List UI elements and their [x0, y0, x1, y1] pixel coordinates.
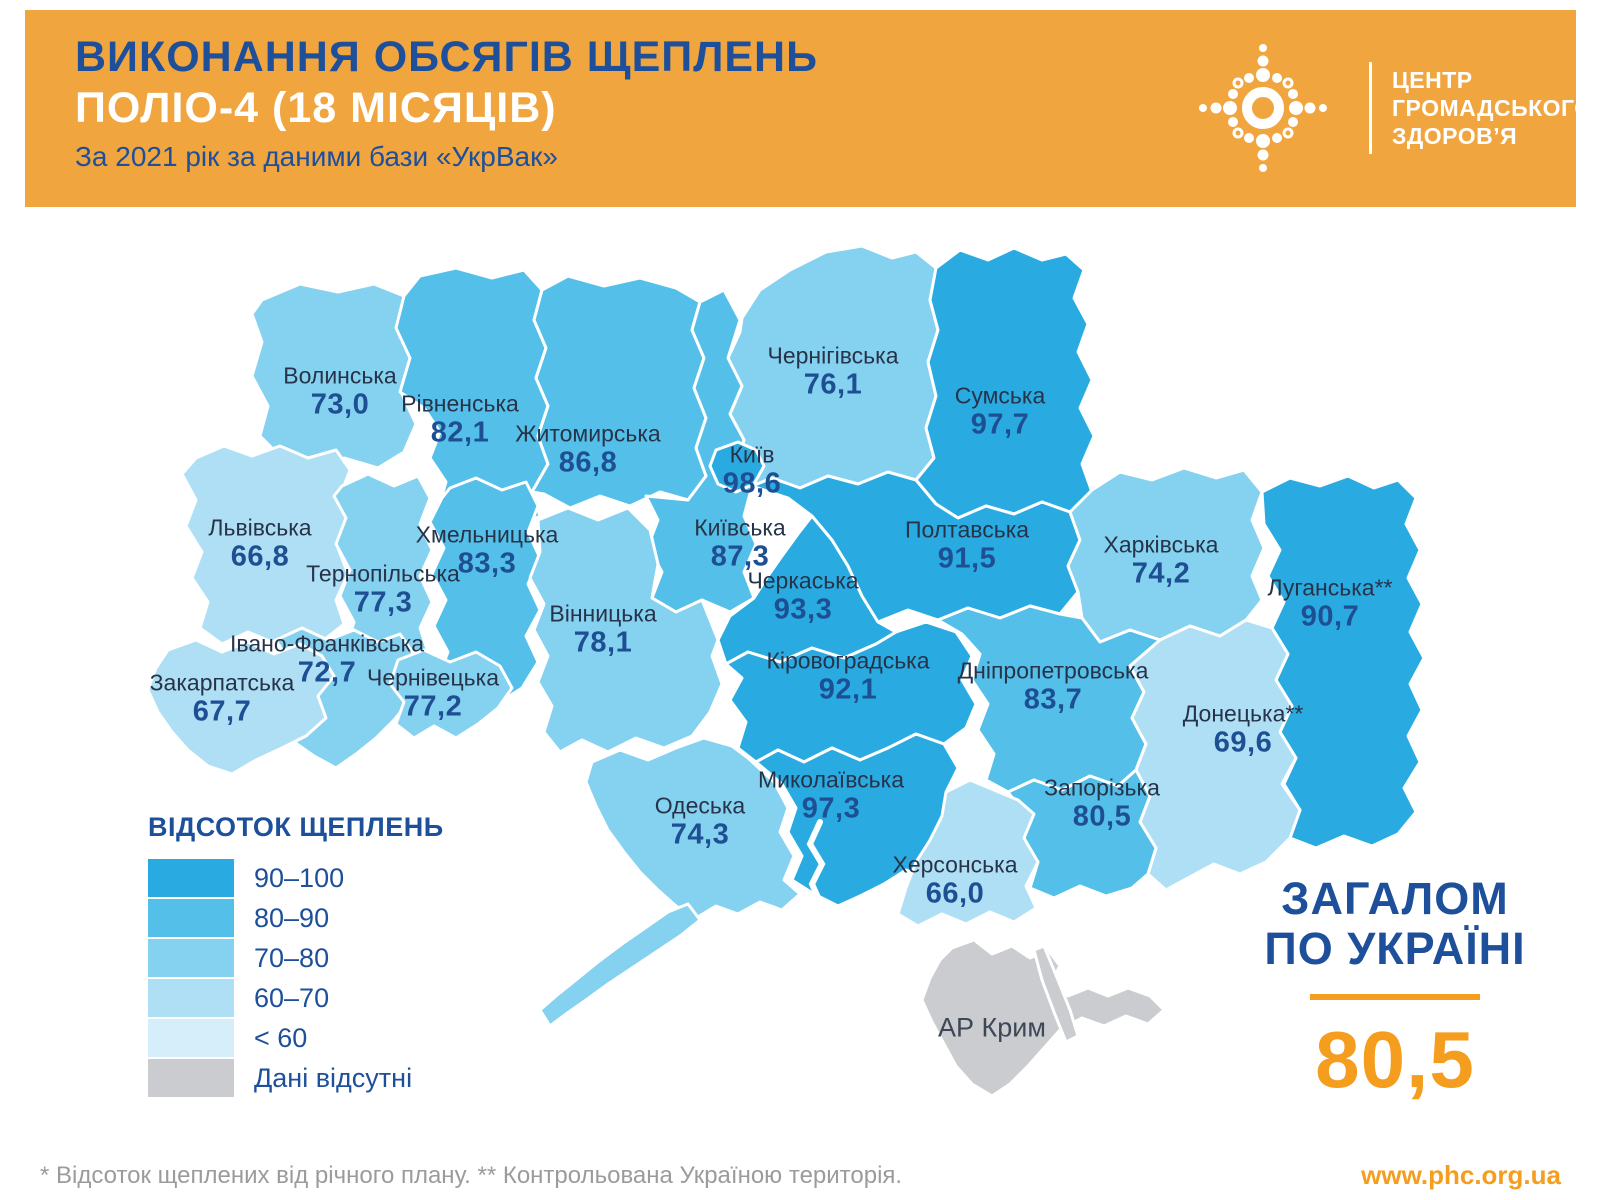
legend-item: 90–100: [148, 859, 444, 897]
region-odeska-south: [538, 902, 702, 1028]
legend-title: ВІДСОТОК ЩЕПЛЕНЬ: [148, 812, 444, 842]
total-value: 80,5: [1315, 1015, 1475, 1104]
logo-org-line3: ЗДОРОВ’Я: [1392, 123, 1518, 149]
summary-divider: [1310, 994, 1480, 1000]
logo-org-line2: ГРОМАДСЬКОГО: [1392, 95, 1593, 121]
legend-label: 90–100: [254, 862, 345, 893]
legend-item: < 60: [148, 1019, 444, 1057]
region-kyiv-city: [708, 440, 766, 494]
region-chernivetska: [388, 648, 514, 740]
region-zhytomyrska: [530, 274, 708, 510]
legend-item: Дані відсутні: [148, 1059, 444, 1097]
phc-logo: ЦЕНТР ГРОМАДСЬКОГО ЗДОРОВ’Я: [1155, 28, 1593, 188]
legend-item: 60–70: [148, 979, 444, 1017]
region-odeska: [584, 736, 802, 920]
legend-swatch-lt60: [148, 1019, 234, 1057]
logo-divider: [1369, 62, 1372, 154]
legend-swatch-60-70: [148, 979, 234, 1017]
region-kharkivska: [1066, 466, 1266, 644]
region-crimea: [920, 938, 1166, 1098]
region-sumska: [914, 246, 1096, 520]
logo-org-name: ЦЕНТР ГРОМАДСЬКОГО ЗДОРОВ’Я: [1392, 66, 1593, 150]
legend-label: 70–80: [254, 942, 330, 973]
legend-item: 70–80: [148, 939, 444, 977]
river-estuary: [806, 819, 826, 905]
legend-label: 80–90: [254, 902, 330, 933]
legend-swatch-90-100: [148, 859, 234, 897]
region-crimea-arabat-spit: [1032, 944, 1080, 1044]
legend-swatch-no-data: [148, 1059, 234, 1097]
website-link[interactable]: www.phc.org.ua: [1361, 1160, 1561, 1190]
total-ukraine: ЗАГАЛОМ ПО УКРАЇНІ 80,5: [1240, 874, 1550, 1106]
header: ВИКОНАННЯ ОБСЯГІВ ЩЕПЛЕНЬ ПОЛІО-4 (18 МІ…: [25, 10, 1592, 207]
legend-item: 80–90: [148, 899, 444, 937]
region-khersonska: [896, 778, 1040, 928]
logo-org-line1: ЦЕНТР: [1392, 67, 1473, 93]
total-label-line2: ПО УКРАЇНІ: [1264, 923, 1526, 974]
region-vinnytska: [528, 506, 724, 754]
region-chernihivska: [726, 244, 940, 490]
region-zakarpatska: [146, 638, 336, 776]
title-line1: ВИКОНАННЯ ОБСЯГІВ ЩЕПЛЕНЬ: [75, 33, 819, 81]
header-titles: ВИКОНАННЯ ОБСЯГІВ ЩЕПЛЕНЬ ПОЛІО-4 (18 МІ…: [75, 32, 818, 176]
region-donetska: [1128, 618, 1302, 892]
region-lvivska: [180, 444, 352, 646]
region-khmelnytska: [428, 476, 542, 704]
legend-swatch-80-90: [148, 899, 234, 937]
title-line2: ПОЛІО-4 (18 МІСЯЦІВ): [75, 84, 557, 132]
region-volynska: [250, 282, 418, 472]
phc-logo-mark-icon: [1199, 44, 1327, 172]
legend-label: 60–70: [254, 982, 330, 1013]
footnote: * Відсоток щеплених від річного плану. *…: [40, 1162, 903, 1189]
legend-swatch-70-80: [148, 939, 234, 977]
subtitle: За 2021 рік за даними бази «УкрВак»: [75, 141, 558, 172]
total-label-line1: ЗАГАЛОМ: [1281, 873, 1509, 924]
legend-label: < 60: [254, 1022, 308, 1053]
legend: ВІДСОТОК ЩЕПЛЕНЬ 90–100 80–90 70–80 60–7…: [148, 812, 444, 1099]
legend-label: Дані відсутні: [254, 1062, 413, 1093]
